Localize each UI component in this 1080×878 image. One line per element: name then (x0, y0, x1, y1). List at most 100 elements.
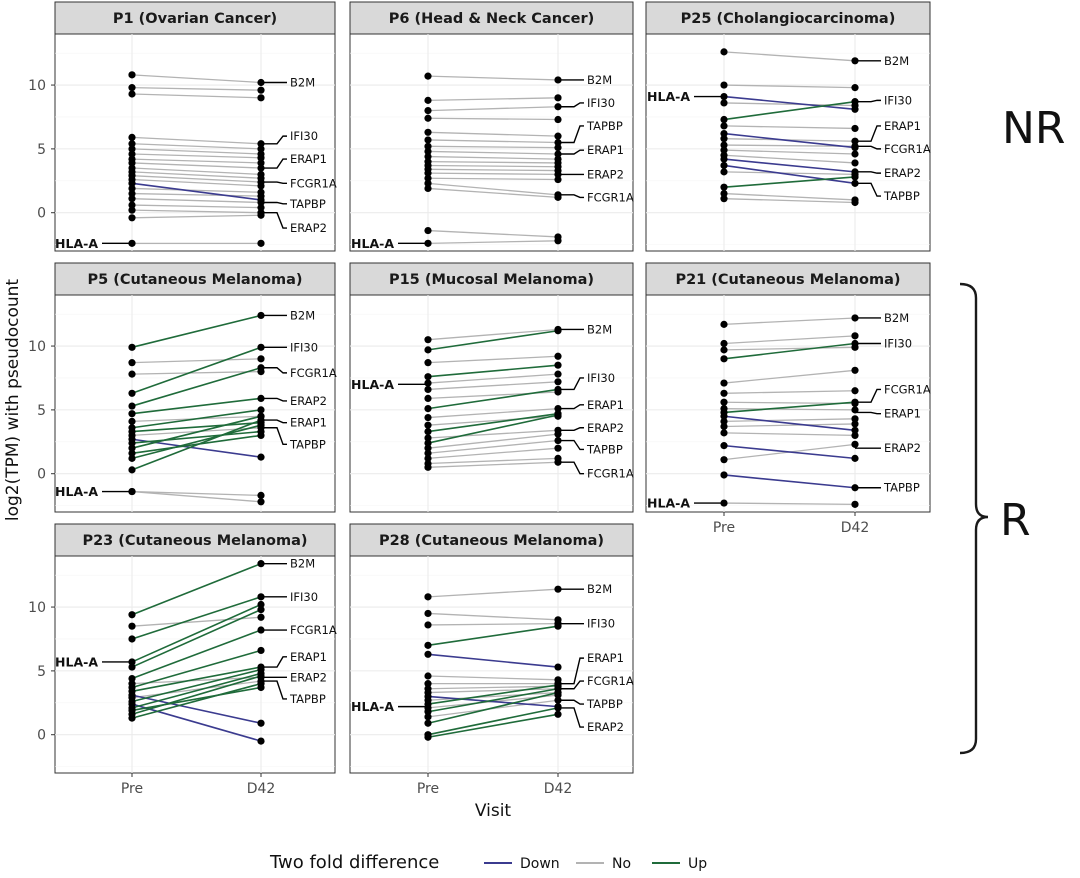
gene-series-line (131, 187, 262, 193)
data-point-pre (424, 226, 432, 235)
gene-series-line (427, 433, 559, 449)
data-point-pre (720, 129, 728, 138)
data-point-d42 (257, 600, 265, 609)
gene-series-line (131, 314, 262, 349)
data-point-d42 (554, 444, 562, 452)
x-tick-label: D42 (841, 520, 870, 536)
facet-strip (349, 523, 634, 557)
gene-series-line (131, 415, 262, 449)
gene-series-line (427, 684, 559, 705)
data-point-d42 (851, 124, 859, 133)
gene-series-line (131, 153, 262, 159)
data-point-d42 (257, 672, 265, 680)
data-point-pre (128, 71, 136, 79)
gene-series-line (427, 164, 559, 168)
gene-label: IFI30 (884, 93, 912, 107)
data-point-pre (720, 442, 728, 450)
data-point-pre (424, 733, 432, 741)
data-point-d42 (257, 453, 265, 461)
gene-label-leader (261, 201, 287, 205)
gene-series-line (131, 672, 262, 709)
gene-label: FCGR1A (884, 142, 931, 156)
facet-p21: P21 (Cutaneous Melanoma) Pre D42 B2M IFI30 FC… (645, 262, 931, 536)
data-point-d42 (554, 688, 562, 697)
gene-series-line (427, 117, 559, 121)
gene-label-leader (261, 656, 287, 668)
data-point-pre (424, 405, 432, 413)
panel-area (54, 33, 336, 252)
group-label-r: R (1000, 495, 1031, 546)
gene-label: TAPBP (586, 697, 623, 711)
data-point-d42 (257, 94, 265, 102)
gene-label: ERAP1 (290, 416, 327, 430)
data-point-d42 (851, 332, 859, 340)
panel-area (349, 294, 634, 513)
data-point-pre (720, 389, 728, 397)
gene-series-line (427, 588, 559, 598)
gene-label: FCGR1A (290, 176, 337, 190)
gene-series-line (427, 155, 559, 160)
gene-series-line (131, 703, 262, 742)
y-tick-label: 10 (28, 78, 46, 94)
gene-label-leader (558, 377, 584, 391)
gene-label-leader (261, 397, 287, 402)
gene-label: ERAP2 (884, 166, 921, 180)
data-point-pre (424, 439, 432, 447)
gene-series-line (131, 346, 262, 395)
gene-label-hla: HLA-A (351, 699, 394, 714)
data-point-pre (424, 463, 432, 471)
data-point-d42 (851, 173, 859, 181)
gene-label: TAPBP (289, 437, 326, 451)
gene-label: B2M (587, 322, 612, 336)
data-point-pre (424, 394, 432, 402)
data-point-pre (720, 146, 728, 154)
gene-label: TAPBP (883, 189, 920, 203)
gene-series-line (131, 358, 262, 364)
gene-series-line (427, 688, 559, 694)
gene-series-line (427, 145, 559, 149)
gene-series-line (131, 86, 262, 91)
gene-label-leader (855, 125, 881, 142)
data-point-pre (128, 84, 136, 92)
gene-series-line (427, 172, 559, 176)
gene-series-line (131, 171, 262, 179)
panel-area (645, 294, 931, 513)
data-point-pre (720, 195, 728, 203)
gene-series-line (131, 682, 262, 719)
data-point-pre (128, 389, 136, 397)
gene-series-line (723, 149, 856, 155)
gene-label: ERAP1 (290, 152, 327, 166)
data-point-pre (424, 444, 432, 452)
gene-label-leader (261, 181, 287, 185)
data-point-d42 (554, 378, 562, 386)
data-point-pre (424, 650, 432, 658)
gene-label: FCGR1A (587, 674, 634, 688)
facet-p15: P15 (Mucosal Melanoma) B2M IFI30 ERAP1 ERAP2… (349, 262, 634, 513)
gene-label-leader (855, 171, 881, 174)
gene-label-leader (558, 680, 584, 690)
data-point-pre (128, 359, 136, 367)
gene-series-line (131, 596, 262, 640)
facet-title: P5 (Cutaneous Melanoma) (87, 272, 302, 288)
data-point-pre (720, 183, 728, 191)
data-point-d42 (257, 182, 265, 190)
legend-label-down: Down (520, 856, 560, 872)
gene-series-line (723, 132, 856, 149)
data-point-pre (424, 136, 432, 144)
gene-series-line (427, 695, 559, 708)
data-point-d42 (554, 132, 562, 140)
gene-series-line (723, 444, 856, 460)
data-point-d42 (851, 159, 859, 167)
data-point-pre (128, 133, 136, 141)
facet-strip (349, 262, 634, 296)
gene-series-line (427, 407, 559, 419)
data-point-pre (128, 714, 136, 722)
gene-label: TAPBP (289, 692, 326, 706)
gene-label: ERAP2 (587, 167, 624, 181)
data-point-d42 (851, 500, 859, 508)
y-axis-title: log2(TPM) with pseudocount (3, 279, 23, 522)
gene-series-line (427, 653, 559, 668)
data-point-pre (424, 708, 432, 716)
facet-p1: P1 (Ovarian Cancer) 0 5 10 B2M IFI30 ERAP1 FCGR… (28, 1, 337, 252)
gene-series-line (131, 675, 262, 716)
